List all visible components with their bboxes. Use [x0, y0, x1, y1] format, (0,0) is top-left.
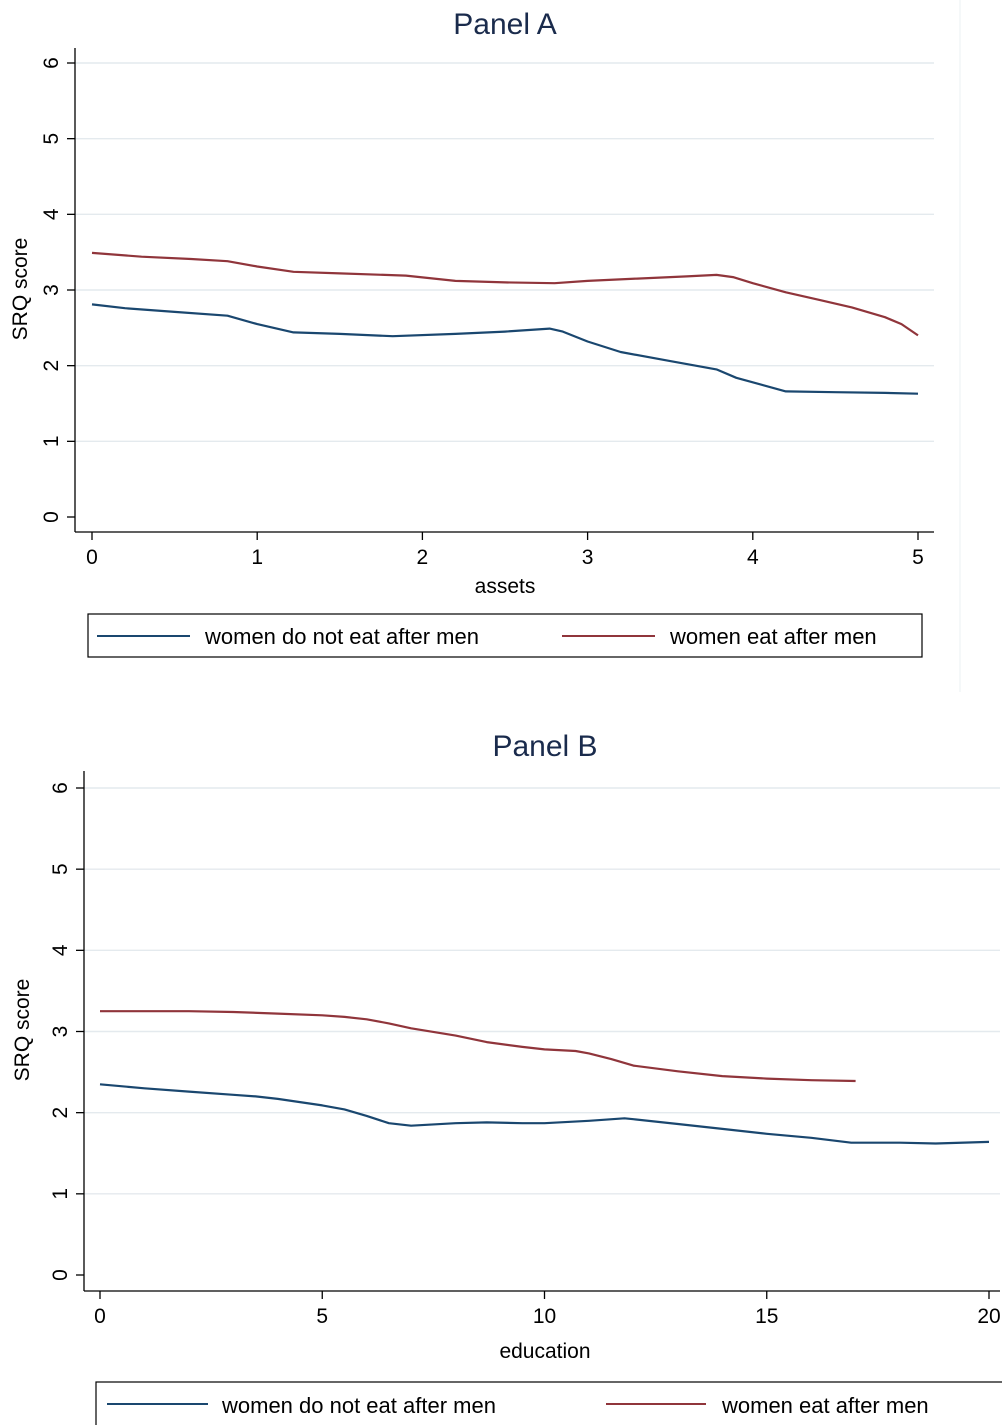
y-tick-label: 0 [40, 511, 63, 523]
series-line-2 [91, 251, 919, 337]
x-tick-label: 1 [251, 546, 263, 569]
x-tick-label: 4 [747, 546, 759, 569]
x-tick-label: 5 [912, 546, 924, 569]
y-tick-label: 2 [49, 1107, 72, 1119]
y-tick-label: 5 [49, 863, 72, 875]
y-tick-label: 3 [40, 284, 63, 296]
y-tick-label: 1 [40, 435, 63, 447]
x-tick-label: 2 [417, 546, 429, 569]
y-tick-label: 6 [49, 782, 72, 794]
series-line-2 [100, 1010, 856, 1083]
y-tick-label: 5 [40, 133, 63, 145]
panel-b-gridlines [84, 787, 1000, 1195]
panel-b-legend: women do not eat after men women eat aft… [95, 1381, 1002, 1425]
panel-a-legend-box [87, 613, 923, 658]
panel-b-series [99, 1010, 990, 1145]
y-tick-label: 2 [40, 360, 63, 372]
panel-a-series [91, 251, 919, 395]
x-tick-label: 5 [316, 1305, 328, 1328]
x-tick-label: 20 [977, 1305, 1000, 1328]
panel-b-y-label: SRQ score [11, 979, 34, 1082]
panel-b-legend-label-1: women do not eat after men [221, 1393, 496, 1418]
panel-b-legend-label-2: women eat after men [721, 1393, 929, 1418]
series-line-1 [99, 1083, 990, 1145]
y-tick-label: 4 [49, 944, 72, 956]
y-tick-label: 0 [49, 1269, 72, 1281]
x-tick-label: 15 [755, 1305, 778, 1328]
y-tick-label: 6 [40, 57, 63, 69]
panel-a-y-label: SRQ score [9, 238, 32, 341]
panel-a-legend: women do not eat after men women eat aft… [87, 613, 923, 658]
panel-a-gridlines [75, 62, 934, 443]
panel-a-ticks: 0 1 2 3 4 5 6 0 1 2 3 4 5 [40, 57, 924, 569]
panel-b-title: Panel B [492, 730, 597, 763]
panel-b-x-label: education [499, 1340, 590, 1363]
panel-b: Panel B 0 1 2 3 4 5 6 0 5 10 15 20 education SRQ sc… [11, 730, 1002, 1425]
x-tick-label: 10 [533, 1305, 556, 1328]
panel-b-legend-box [95, 1381, 1002, 1425]
y-tick-label: 4 [40, 208, 63, 220]
series-line-1 [91, 303, 919, 395]
panel-a-title: Panel A [453, 8, 556, 41]
panel-b-ticks: 0 1 2 3 4 5 6 0 5 10 15 20 [49, 782, 1001, 1328]
x-tick-label: 0 [94, 1305, 106, 1328]
panel-a-legend-label-2: women eat after men [669, 624, 877, 649]
x-tick-label: 3 [582, 546, 594, 569]
x-tick-label: 0 [86, 546, 98, 569]
y-tick-label: 1 [49, 1188, 72, 1200]
y-tick-label: 3 [49, 1026, 72, 1038]
panel-a-legend-label-1: women do not eat after men [204, 624, 479, 649]
panel-a: Panel A 0 1 2 3 4 5 6 0 1 2 3 4 5 assets SRQ score w… [9, 8, 934, 658]
panel-a-x-label: assets [475, 575, 536, 598]
